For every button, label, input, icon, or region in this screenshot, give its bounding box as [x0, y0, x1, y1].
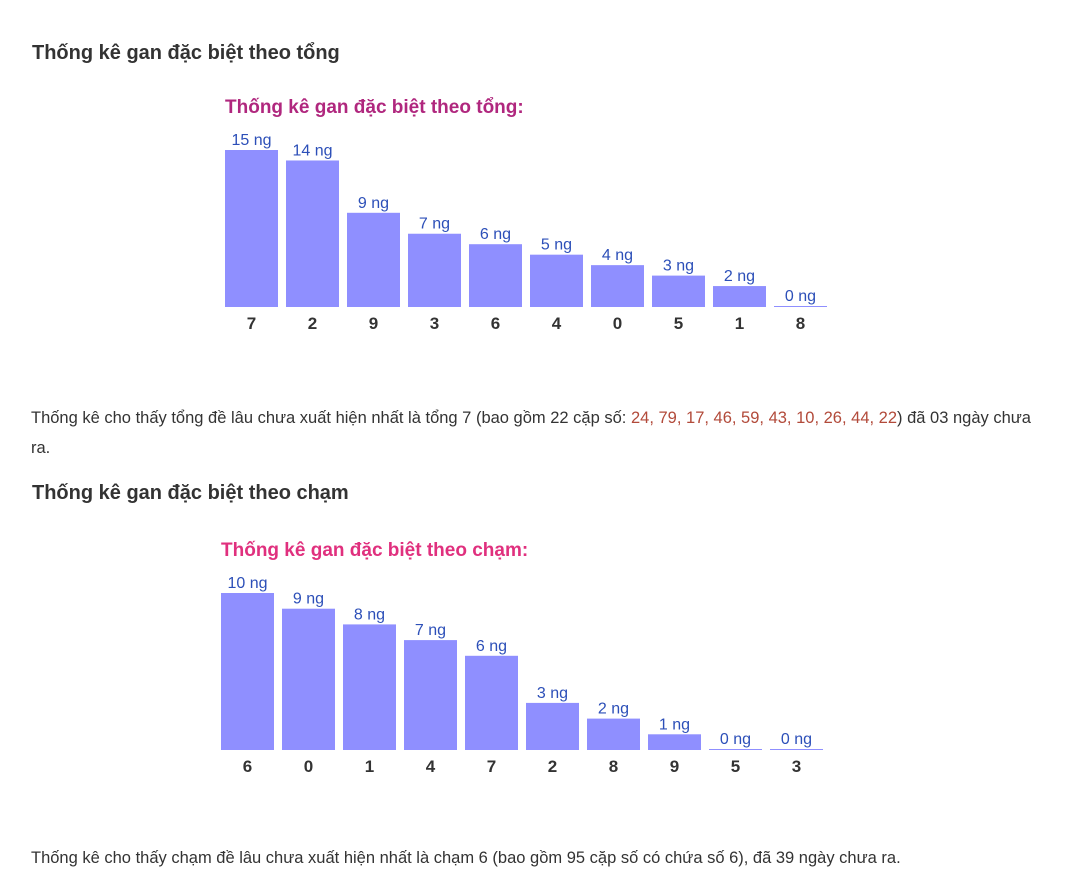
summary-text-before: Thống kê cho thấy tổng đề lâu chưa xuất …	[31, 409, 631, 427]
value-label: 8 ng	[354, 606, 385, 623]
category-label: 0	[304, 757, 313, 776]
bar	[774, 306, 827, 307]
category-label: 3	[430, 314, 439, 333]
value-label: 6 ng	[476, 638, 507, 655]
summary-text-after: ) đã 03 ngày chưa ra.	[31, 409, 1031, 457]
section-heading-cham: Thống kê gan đặc biệt theo chạm	[32, 482, 349, 504]
chart-title: Thống kê gan đặc biệt theo tổng:	[225, 97, 524, 118]
category-label: 7	[247, 314, 256, 333]
category-label: 0	[613, 314, 622, 333]
bar-chart-tong: Thống kê gan đặc biệt theo tổng:15 ng714…	[225, 97, 827, 333]
highlight-pairs: 24, 79, 17, 46, 59, 43, 10, 26, 44, 22	[630, 409, 898, 427]
value-label: 10 ng	[227, 575, 267, 592]
value-label: 0 ng	[785, 288, 816, 305]
bar	[652, 275, 705, 307]
bar	[225, 150, 278, 307]
section-heading-tong: Thống kê gan đặc biệt theo tổng	[32, 42, 340, 64]
value-label: 7 ng	[415, 622, 446, 639]
bar	[286, 160, 339, 307]
value-label: 0 ng	[720, 731, 751, 748]
value-label: 2 ng	[724, 268, 755, 285]
category-label: 3	[792, 757, 801, 776]
bar	[343, 624, 396, 750]
bar-chart-cham: Thống kê gan đặc biệt theo chạm:10 ng69 …	[221, 540, 823, 776]
bar	[648, 734, 701, 750]
category-label: 9	[670, 757, 679, 776]
bar	[469, 244, 522, 307]
category-label: 2	[548, 757, 557, 776]
category-label: 9	[369, 314, 378, 333]
summary-paragraph-tong: Thống kê cho thấy tổng đề lâu chưa xuất …	[31, 403, 1041, 463]
category-label: 6	[243, 757, 252, 776]
bar	[408, 233, 461, 307]
bar	[713, 286, 766, 307]
category-label: 2	[308, 314, 317, 333]
value-label: 5 ng	[541, 237, 572, 254]
value-label: 6 ng	[480, 226, 511, 243]
value-label: 15 ng	[231, 132, 271, 149]
category-label: 6	[491, 314, 500, 333]
category-label: 5	[731, 757, 740, 776]
bar	[709, 749, 762, 750]
value-label: 3 ng	[537, 685, 568, 702]
value-label: 4 ng	[602, 247, 633, 264]
chart-title: Thống kê gan đặc biệt theo chạm:	[221, 540, 528, 561]
category-label: 1	[735, 314, 744, 333]
value-label: 9 ng	[293, 591, 324, 608]
value-label: 0 ng	[781, 731, 812, 748]
category-label: 7	[487, 757, 496, 776]
bar	[591, 265, 644, 307]
bar	[530, 254, 583, 307]
bar	[587, 718, 640, 750]
category-label: 8	[796, 314, 805, 333]
bar	[770, 749, 823, 750]
bar	[347, 212, 400, 307]
value-label: 7 ng	[419, 216, 450, 233]
bar	[221, 593, 274, 750]
value-label: 2 ng	[598, 701, 629, 718]
category-label: 4	[426, 757, 436, 776]
value-label: 9 ng	[358, 195, 389, 212]
bar	[465, 655, 518, 750]
value-label: 1 ng	[659, 716, 690, 733]
category-label: 1	[365, 757, 374, 776]
summary-paragraph-cham: Thống kê cho thấy chạm đề lâu chưa xuất …	[31, 849, 901, 867]
category-label: 5	[674, 314, 683, 333]
bar	[404, 640, 457, 750]
category-label: 8	[609, 757, 618, 776]
value-label: 14 ng	[292, 142, 332, 159]
value-label: 3 ng	[663, 258, 694, 275]
bar	[526, 702, 579, 750]
bar	[282, 608, 335, 750]
category-label: 4	[552, 314, 562, 333]
